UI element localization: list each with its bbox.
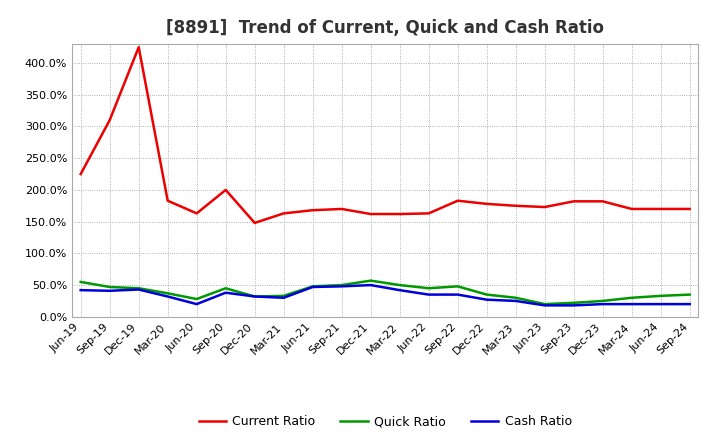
Cash Ratio bbox=[308, 284, 317, 290]
Current Ratio bbox=[279, 211, 288, 216]
Current Ratio bbox=[105, 117, 114, 123]
Current Ratio bbox=[482, 201, 491, 206]
Quick Ratio bbox=[657, 293, 665, 298]
Cash Ratio bbox=[395, 287, 404, 293]
Quick Ratio bbox=[482, 292, 491, 297]
Cash Ratio bbox=[251, 294, 259, 299]
Quick Ratio bbox=[366, 278, 375, 283]
Quick Ratio bbox=[192, 297, 201, 302]
Cash Ratio bbox=[570, 303, 578, 308]
Cash Ratio bbox=[657, 301, 665, 307]
Quick Ratio bbox=[279, 293, 288, 298]
Cash Ratio bbox=[135, 287, 143, 292]
Current Ratio bbox=[251, 220, 259, 226]
Quick Ratio bbox=[570, 300, 578, 305]
Current Ratio bbox=[163, 198, 172, 203]
Quick Ratio bbox=[76, 279, 85, 285]
Current Ratio bbox=[627, 206, 636, 212]
Current Ratio bbox=[598, 199, 607, 204]
Quick Ratio bbox=[105, 284, 114, 290]
Quick Ratio bbox=[251, 294, 259, 299]
Cash Ratio bbox=[338, 284, 346, 289]
Quick Ratio bbox=[454, 284, 462, 289]
Line: Quick Ratio: Quick Ratio bbox=[81, 281, 690, 304]
Quick Ratio bbox=[221, 286, 230, 291]
Current Ratio bbox=[570, 199, 578, 204]
Current Ratio bbox=[424, 211, 433, 216]
Current Ratio bbox=[395, 211, 404, 216]
Quick Ratio bbox=[395, 282, 404, 288]
Current Ratio bbox=[308, 208, 317, 213]
Legend: Current Ratio, Quick Ratio, Cash Ratio: Current Ratio, Quick Ratio, Cash Ratio bbox=[194, 411, 577, 433]
Quick Ratio bbox=[598, 298, 607, 304]
Current Ratio bbox=[454, 198, 462, 203]
Title: [8891]  Trend of Current, Quick and Cash Ratio: [8891] Trend of Current, Quick and Cash … bbox=[166, 19, 604, 37]
Quick Ratio bbox=[338, 282, 346, 288]
Current Ratio bbox=[685, 206, 694, 212]
Current Ratio bbox=[366, 211, 375, 216]
Cash Ratio bbox=[366, 282, 375, 288]
Line: Cash Ratio: Cash Ratio bbox=[81, 285, 690, 305]
Current Ratio bbox=[657, 206, 665, 212]
Quick Ratio bbox=[685, 292, 694, 297]
Cash Ratio bbox=[76, 287, 85, 293]
Quick Ratio bbox=[424, 286, 433, 291]
Cash Ratio bbox=[279, 295, 288, 301]
Current Ratio bbox=[76, 172, 85, 177]
Current Ratio bbox=[192, 211, 201, 216]
Quick Ratio bbox=[511, 295, 520, 301]
Current Ratio bbox=[221, 187, 230, 193]
Quick Ratio bbox=[135, 286, 143, 291]
Quick Ratio bbox=[163, 291, 172, 296]
Cash Ratio bbox=[598, 301, 607, 307]
Cash Ratio bbox=[482, 297, 491, 302]
Cash Ratio bbox=[163, 294, 172, 299]
Cash Ratio bbox=[511, 298, 520, 304]
Current Ratio bbox=[541, 205, 549, 210]
Current Ratio bbox=[511, 203, 520, 209]
Cash Ratio bbox=[454, 292, 462, 297]
Quick Ratio bbox=[627, 295, 636, 301]
Cash Ratio bbox=[192, 301, 201, 307]
Cash Ratio bbox=[685, 301, 694, 307]
Quick Ratio bbox=[308, 284, 317, 289]
Current Ratio bbox=[135, 44, 143, 50]
Line: Current Ratio: Current Ratio bbox=[81, 47, 690, 223]
Cash Ratio bbox=[541, 303, 549, 308]
Cash Ratio bbox=[105, 288, 114, 293]
Cash Ratio bbox=[627, 301, 636, 307]
Current Ratio bbox=[338, 206, 346, 212]
Quick Ratio bbox=[541, 301, 549, 307]
Cash Ratio bbox=[424, 292, 433, 297]
Cash Ratio bbox=[221, 290, 230, 295]
